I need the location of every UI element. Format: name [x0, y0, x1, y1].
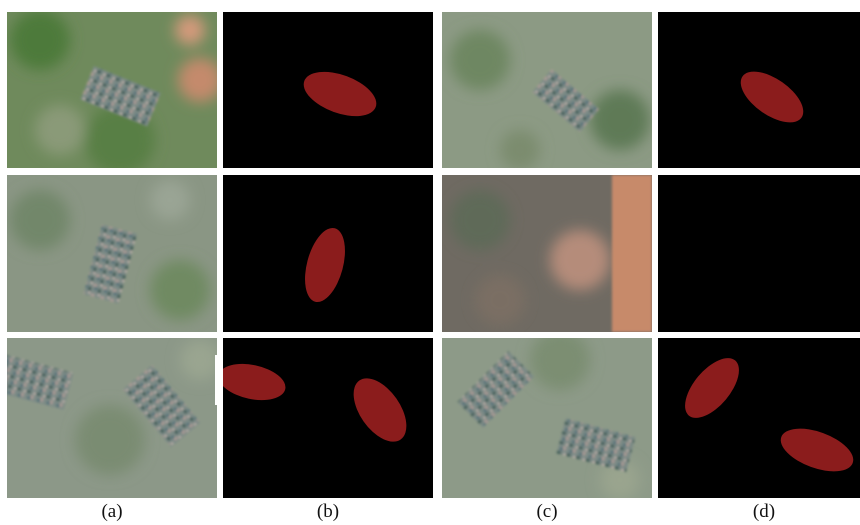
mask: [658, 12, 860, 498]
aerial-image: [442, 12, 652, 170]
caption: (b): [317, 501, 339, 522]
mask: [215, 12, 433, 498]
aerial-image: [0, 338, 220, 498]
caption: (a): [101, 501, 122, 522]
aerial-image: [7, 10, 222, 175]
caption: (d): [753, 501, 775, 522]
aerial-image: [442, 330, 652, 500]
caption: (c): [536, 501, 557, 522]
aerial-image: [7, 175, 217, 332]
figure: (a) (b) (c) (d): [0, 0, 860, 525]
aerial-image: [442, 175, 652, 332]
